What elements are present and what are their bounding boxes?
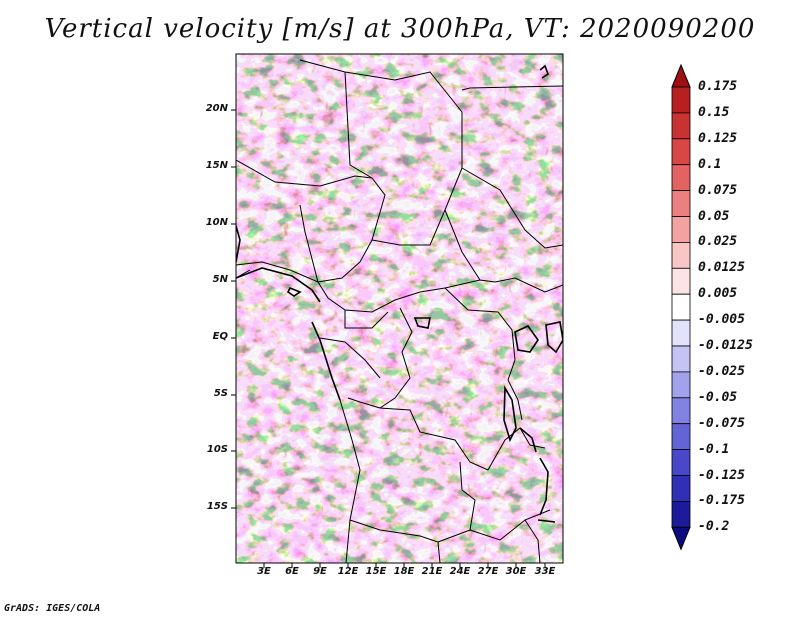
colorbar-segment xyxy=(671,164,691,191)
lat-label: 10N xyxy=(205,217,228,228)
lon-label: 21E xyxy=(421,566,443,577)
colorbar-segment xyxy=(671,138,691,166)
velocity-field xyxy=(236,54,563,563)
colorbar-segment xyxy=(671,449,691,476)
colorbar-segment xyxy=(671,500,691,528)
colorbar-segment xyxy=(671,293,691,321)
colorbar-segment xyxy=(671,423,691,451)
colorbar-segment xyxy=(671,216,691,243)
colorbar-level-label: -0.005 xyxy=(698,312,745,328)
colorbar-segment xyxy=(671,112,691,140)
colorbar-level-label: 0.0125 xyxy=(698,260,745,276)
colorbar-segment xyxy=(671,397,691,425)
lon-label: 27E xyxy=(477,566,499,577)
lon-label: 3E xyxy=(257,566,271,577)
lat-label: 20N xyxy=(205,103,228,114)
lon-label: 6E xyxy=(285,566,299,577)
colorbar-level-label: 0.15 xyxy=(698,104,730,120)
colorbar-level-label: -0.2 xyxy=(698,519,730,535)
map-title: Vertical velocity [m/s] at 300hPa, VT: 2… xyxy=(44,14,756,44)
colorbar-level-label: 0.05 xyxy=(698,208,730,224)
colorbar-level-label: -0.05 xyxy=(698,389,738,405)
colorbar-segment xyxy=(671,241,691,269)
lon-label: 18E xyxy=(393,566,415,577)
colorbar-bottom-arrow xyxy=(671,526,691,551)
lon-label: 24E xyxy=(449,566,471,577)
colorbar-level-label: -0.125 xyxy=(698,467,745,483)
lon-label: 12E xyxy=(337,566,359,577)
colorbar xyxy=(671,63,691,551)
lat-label: 15N xyxy=(205,160,228,171)
axis-ticks xyxy=(231,109,546,568)
lon-label: 33E xyxy=(534,566,556,577)
lat-label: 5S xyxy=(213,388,228,399)
lat-label: 5N xyxy=(212,274,228,285)
colorbar-segment xyxy=(671,319,691,347)
colorbar-segment xyxy=(671,86,691,114)
colorbar-level-label: 0.005 xyxy=(698,286,738,302)
colorbar-segment xyxy=(671,345,691,373)
lat-label: EQ xyxy=(212,331,228,342)
colorbar-level-label: 0.075 xyxy=(698,182,738,198)
lon-label: 9E xyxy=(313,566,327,577)
colorbar-level-label: -0.1 xyxy=(698,441,730,457)
colorbar-level-label: 0.125 xyxy=(698,130,738,146)
colorbar-segment xyxy=(671,371,691,399)
colorbar-level-label: -0.075 xyxy=(698,415,745,431)
colorbar-top-arrow xyxy=(671,63,691,88)
colorbar-segment xyxy=(671,267,691,295)
coastlines-and-lakes xyxy=(236,64,563,523)
colorbar-segment xyxy=(671,475,691,502)
colorbar-level-label: 0.175 xyxy=(698,79,738,94)
colorbar-level-label: 0.025 xyxy=(698,234,738,250)
colorbar-level-label: -0.175 xyxy=(698,493,745,509)
colorbar-segment xyxy=(671,190,691,217)
colorbar-level-label: 0.1 xyxy=(698,156,722,172)
lat-label: 10S xyxy=(206,444,228,455)
map-frame xyxy=(235,53,564,564)
lat-label: 15S xyxy=(206,501,228,512)
lon-label: 30E xyxy=(505,566,527,577)
lon-label: 15E xyxy=(365,566,387,577)
colorbar-level-label: -0.0125 xyxy=(698,338,753,353)
grads-credit: GrADS: IGES/COLA xyxy=(4,603,101,614)
colorbar-level-label: -0.025 xyxy=(698,363,745,379)
country-borders xyxy=(236,59,563,563)
